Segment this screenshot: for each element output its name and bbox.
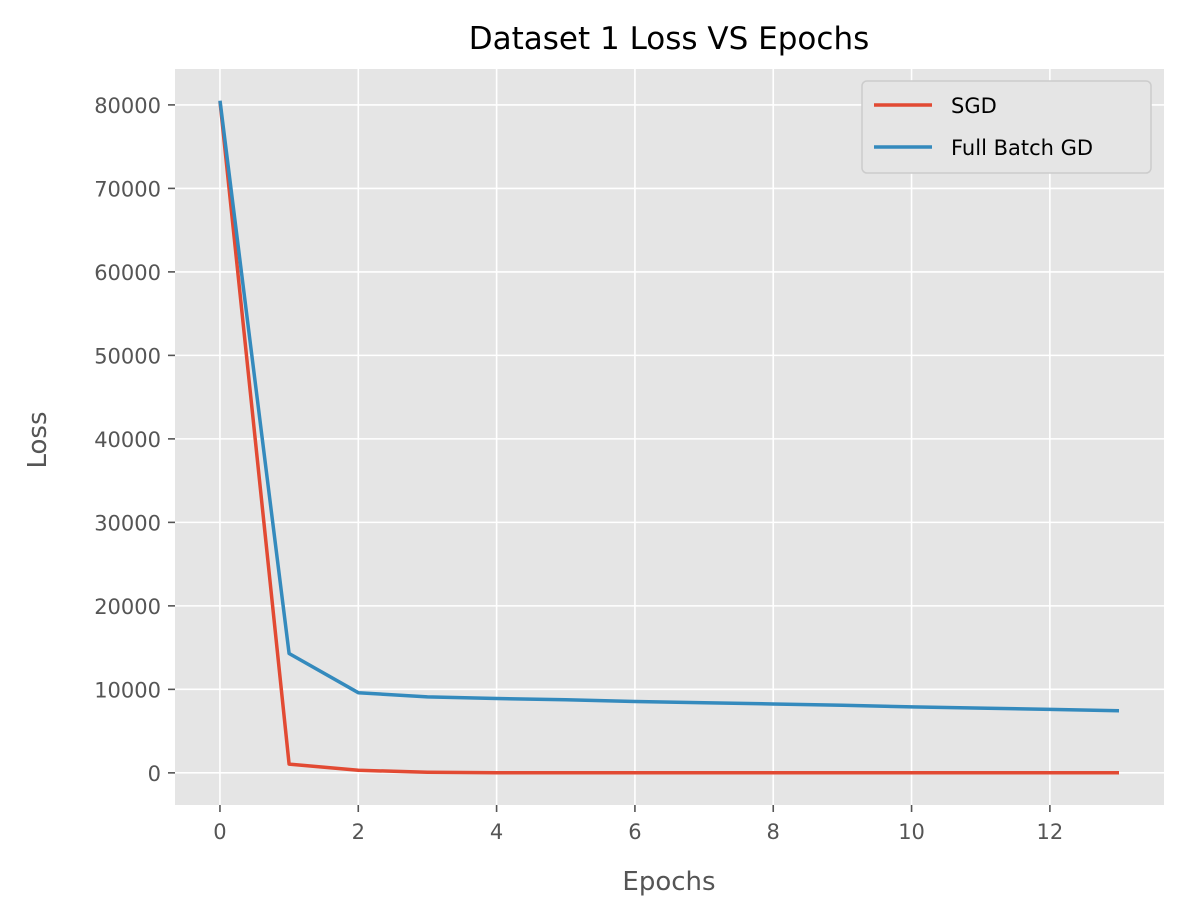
x-tick-label: 4 (490, 820, 503, 844)
series-layer (218, 100, 1120, 775)
x-tick-labels: 0 2 4 6 8 10 12 (213, 820, 1063, 844)
y-tick-label: 30000 (94, 511, 161, 535)
y-tick-labels: 0 10000 20000 30000 40000 50000 60000 70000 8000… (94, 94, 161, 786)
y-gridlines (168, 104, 1164, 774)
series-line-sgd (218, 101, 1119, 775)
x-tick-label: 6 (628, 820, 641, 844)
legend-box (861, 80, 1152, 174)
y-tick-label: 0 (148, 762, 161, 786)
y-tick-label: 10000 (94, 678, 161, 702)
y-tick-label: 50000 (94, 344, 161, 368)
y-tick-label: 80000 (94, 94, 161, 118)
x-tick-label: 8 (767, 820, 780, 844)
legend: SGD Full Batch GD (861, 80, 1152, 174)
chart-title: Dataset 1 Loss VS Epochs (469, 21, 870, 57)
y-tick-label: 60000 (94, 261, 161, 285)
plot-area (175, 69, 1164, 805)
x-tick-label: 2 (352, 820, 365, 844)
x-gridlines (219, 69, 1051, 812)
y-axis-label: Loss (23, 411, 53, 468)
x-tick-label: 0 (213, 820, 226, 844)
y-tick-label: 40000 (94, 428, 161, 452)
legend-label-sgd: SGD (951, 94, 997, 118)
legend-label-full-batch-gd: Full Batch GD (951, 136, 1093, 160)
series-line-full-batch-gd (218, 100, 1120, 713)
x-tick-label: 12 (1037, 820, 1064, 844)
x-tick-label: 10 (898, 820, 925, 844)
y-tick-label: 70000 (94, 177, 161, 201)
y-tick-label: 20000 (94, 595, 161, 619)
x-axis-label: Epochs (622, 867, 715, 897)
